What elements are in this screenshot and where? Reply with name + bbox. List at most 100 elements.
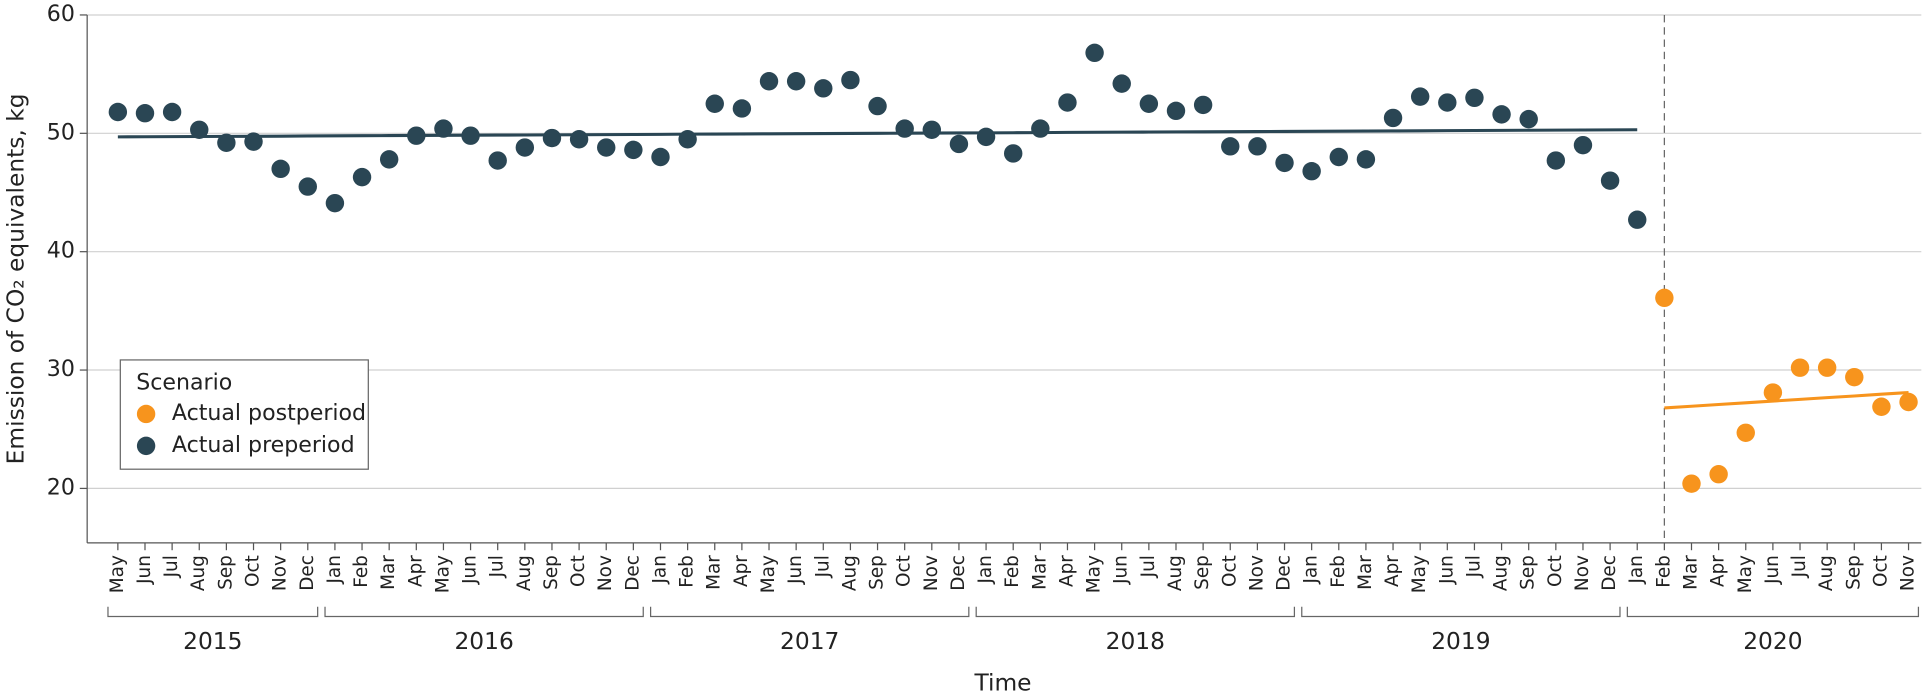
data-point [949,134,969,154]
x-tick-label: Aug [514,555,535,591]
data-point [1139,94,1159,113]
x-tick-label: Mar [704,555,725,590]
data-point [1736,423,1755,442]
x-tick-label: Jun [460,555,481,585]
x-tick-label: Mar [1029,555,1050,590]
data-point [379,150,399,169]
data-point [352,167,372,187]
data-point [1682,474,1701,493]
data-point [732,99,752,118]
data-point [542,128,562,148]
data-point [108,102,128,122]
data-point [1573,135,1593,155]
x-tick-label: Feb [1328,555,1349,588]
data-point [1166,101,1186,121]
data-point [651,147,670,167]
x-tick-label: Jun [134,555,155,585]
year-label: 2018 [1106,628,1165,655]
data-point [1031,119,1050,138]
year-label: 2017 [780,628,839,655]
year-label: 2016 [454,628,513,655]
year-bracket [324,606,644,618]
x-tick-label: Sep [1843,555,1864,590]
data-point [786,72,806,91]
x-tick-label: Feb [1653,555,1674,588]
data-point [325,193,345,213]
data-point [1519,109,1538,129]
x-tick-label: May [758,555,779,593]
x-tick-label: Mar [1355,555,1376,590]
x-tick-label: Jun [1762,555,1783,585]
x-axis-title: Time [973,670,1031,697]
x-tick-label: Aug [1491,555,1512,591]
data-point [1845,367,1864,387]
x-tick-label: Apr [1382,555,1403,587]
data-point [1546,151,1566,170]
x-tick-label: Aug [188,555,209,591]
year-label: 2020 [1743,628,1802,655]
legend: Scenario Actual postperiod Actual preperio… [119,359,369,470]
data-point [1492,105,1511,124]
year-bracket [649,606,970,618]
x-tick-label: Oct [1870,555,1891,587]
data-point [1112,74,1131,93]
x-tick-label: Nov [1898,555,1919,591]
data-point [1655,288,1674,308]
x-tick-label: Nov [1246,555,1267,591]
data-point [1058,93,1077,112]
data-point [407,126,426,145]
data-point [678,130,697,149]
data-point [271,159,290,179]
x-tick-label: Jan [649,555,670,584]
data-point [597,138,616,157]
x-tick-label: Jul [812,555,833,578]
data-point [1329,147,1348,167]
legend-marker [136,404,156,424]
x-tick-label: Jun [785,555,806,585]
data-point [1356,150,1376,169]
trend-line [117,128,1638,139]
data-point [1872,397,1891,416]
data-point [461,126,480,145]
x-tick-label: May [432,555,453,593]
x-tick-label: Jan [324,555,345,584]
data-point [298,177,317,196]
data-point [705,94,724,113]
x-tick-label: Aug [1816,555,1837,591]
data-point [515,138,535,157]
x-tick-label: May [107,555,128,593]
data-point [1600,171,1620,190]
legend-marker [136,436,156,456]
legend-box [119,359,369,470]
data-point [162,102,182,122]
data-point [922,120,942,139]
y-tick-label: 40 [47,238,75,264]
x-tick-label: Oct [1545,555,1566,587]
data-point [1709,465,1728,484]
x-tick-label: Jul [1138,555,1159,578]
year-bracket [975,606,1296,618]
data-point [1193,95,1213,115]
year-bracket [1301,606,1621,618]
x-tick-label: Jul [161,555,182,578]
x-tick-label: Feb [351,555,372,588]
x-tick-label: Nov [921,555,942,591]
x-tick-label: Jul [1463,555,1484,578]
data-point [1275,153,1294,173]
x-tick-label: Oct [568,555,589,587]
y-tick-label: 60 [47,1,75,27]
year-bracket [1626,606,1920,618]
x-tick-label: Oct [1219,555,1240,587]
data-point [569,130,589,149]
x-tick-label: Nov [1572,555,1593,591]
year-label: 2019 [1431,628,1490,655]
x-tick-label: Apr [1056,555,1077,587]
x-tick-label: Oct [894,555,915,587]
data-point [217,133,236,152]
data-point [434,119,453,138]
x-tick-label: Mar [378,555,399,590]
x-tick-label: Feb [1002,555,1023,588]
x-tick-label: Sep [1192,555,1213,590]
data-point [1438,93,1457,112]
